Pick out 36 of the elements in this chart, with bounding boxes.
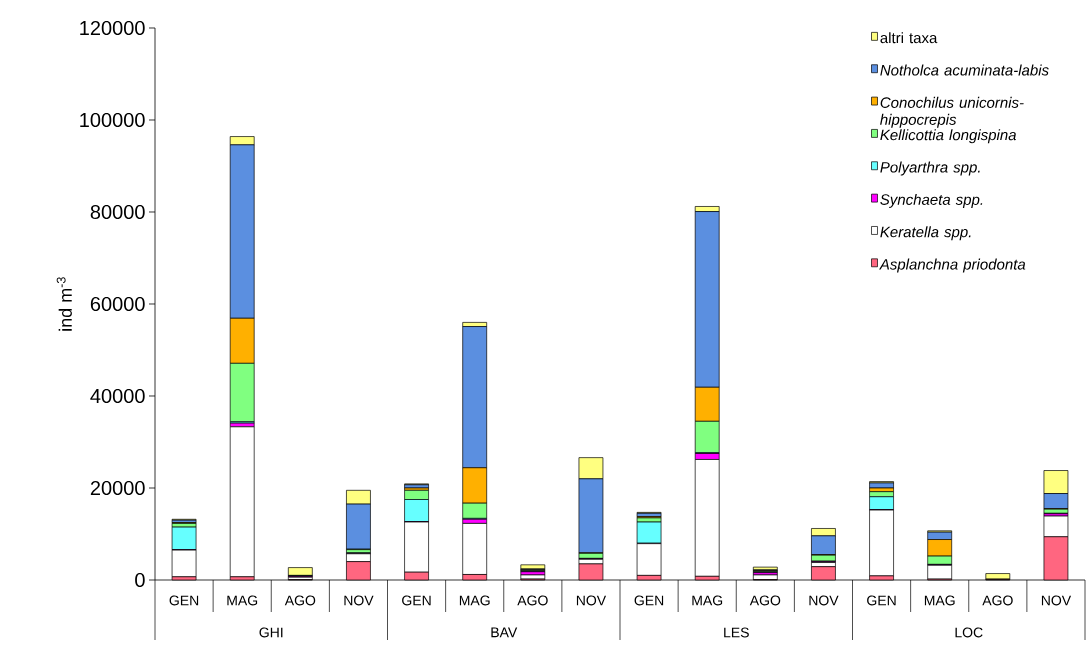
x-tick-label: NOV xyxy=(344,595,374,606)
y-axis-title: ind m$^{-3}$ xyxy=(56,277,72,331)
x-tick-label: NOV xyxy=(809,595,839,606)
x-tick-label: GEN xyxy=(634,595,664,606)
legend-label: Kellicottia longispina xyxy=(880,129,1017,144)
x-tick-label: GEN xyxy=(169,595,199,606)
x-tick-label: MAG xyxy=(227,595,258,606)
text: GHI xyxy=(259,627,283,638)
x-tick-label: MAG xyxy=(692,595,723,606)
y-tick-label: 100000 xyxy=(80,112,145,128)
x-tick-label: AGO xyxy=(517,595,548,606)
x-tick-label: NOV xyxy=(1041,595,1072,606)
legend-label: Keratella spp. xyxy=(880,226,971,241)
x-tick-label: MAG xyxy=(459,595,490,606)
text: BAV xyxy=(491,627,518,638)
text: LES xyxy=(724,627,749,638)
x-tick-label: AGO xyxy=(982,595,1013,606)
y-tick-label: 120000 xyxy=(80,20,145,36)
x-tick-label: MAG xyxy=(924,595,955,606)
x-tick-label: GEN xyxy=(867,595,896,606)
y-tick-label: 40000 xyxy=(90,388,145,404)
y-tick-label: 60000 xyxy=(90,296,145,312)
y-tick-label: 80000 xyxy=(90,204,145,220)
legend-label: Polyarthra spp. xyxy=(880,161,980,176)
x-tick-label: GEN xyxy=(402,595,431,606)
y-tick-label: 0 xyxy=(135,572,145,588)
x-tick-label: NOV xyxy=(576,595,607,606)
x-tick-label: AGO xyxy=(749,595,781,606)
legend-label: Asplanchna priodonta xyxy=(879,258,1026,273)
legend-label: Notholca acuminata-labis xyxy=(880,64,1049,76)
x-tick-label: AGO xyxy=(284,595,316,606)
legend-label: altri taxa xyxy=(880,32,938,44)
y-tick-label: 20000 xyxy=(90,480,145,496)
legend-label: Conochilus unicornis-hippocrepis xyxy=(880,96,1024,128)
legend-label: Synchaeta spp. xyxy=(880,193,983,208)
text: LOC xyxy=(955,627,983,638)
